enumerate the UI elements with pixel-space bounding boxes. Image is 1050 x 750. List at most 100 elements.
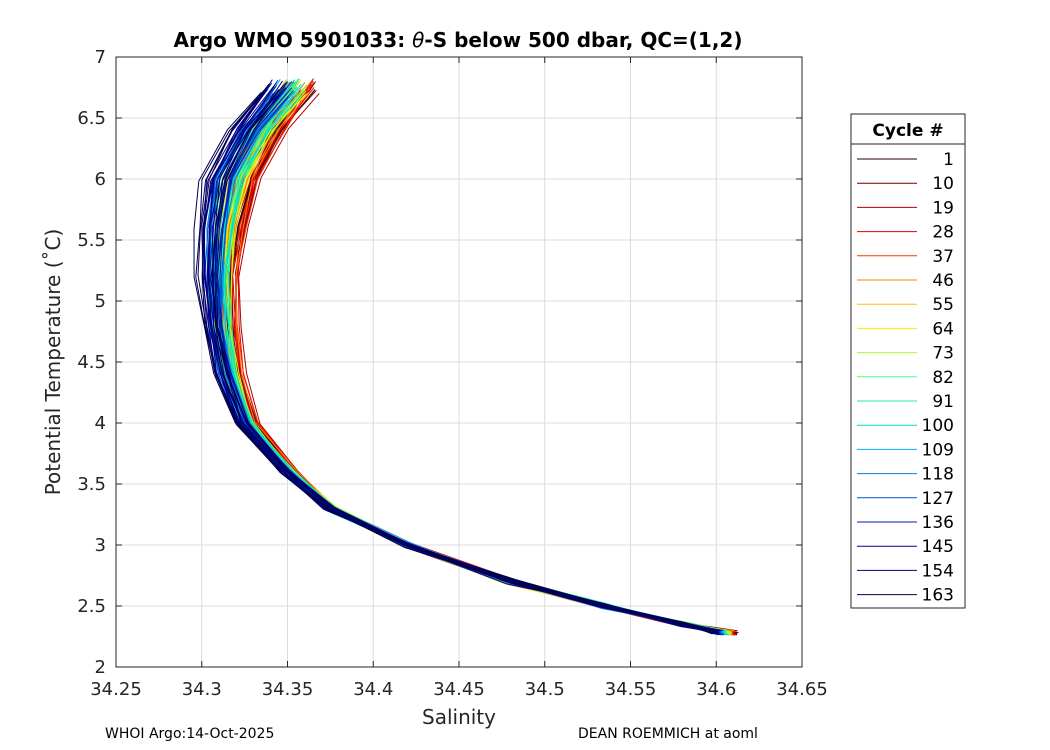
cycle-curve [220, 93, 733, 634]
chart-title: Argo WMO 5901033: θ-S below 500 dbar, QC… [174, 28, 743, 52]
legend-label-28: 28 [932, 223, 954, 243]
x-tick-label: 34.5 [525, 679, 565, 700]
cycle-curve [216, 81, 727, 636]
cycle-curve [219, 87, 724, 636]
cycle-curve [230, 92, 732, 635]
y-axis-label: Potential Temperature (˚C) [41, 229, 65, 496]
cycle-curve [219, 81, 732, 635]
cycle-curve [233, 90, 738, 632]
y-tick-label: 3.5 [77, 474, 106, 495]
cycle-curve [235, 82, 737, 632]
cycle-curve [221, 85, 733, 636]
legend-label-82: 82 [932, 368, 954, 388]
legend-label-136: 136 [922, 513, 954, 533]
cycle-curve [206, 96, 718, 636]
cycle-curve [230, 84, 738, 636]
cycle-curve [223, 95, 734, 635]
cycle-curve [215, 90, 726, 632]
cycle-curve [223, 78, 729, 634]
cycle-curve [215, 84, 727, 636]
cycle-curve [230, 80, 734, 634]
cycle-curve [221, 82, 732, 636]
cycle-curve [228, 85, 736, 633]
cycle-curve [215, 80, 722, 634]
cycle-curve [211, 94, 717, 633]
cycle-curve [214, 82, 720, 635]
legend-label-127: 127 [922, 489, 954, 509]
cycle-curve [218, 81, 726, 633]
cycle-curve [207, 95, 723, 631]
cycle-curve [214, 86, 722, 632]
legend-label-1: 1 [943, 150, 954, 170]
axis-ticks: 34.25 34.3 34.35 34.4 34.45 34.5 34.55 34.6 34.6… [77, 47, 827, 700]
cycle-curve [238, 93, 736, 636]
cycle-curve [218, 80, 729, 636]
cycle-curve [218, 87, 728, 634]
legend-label-55: 55 [932, 295, 954, 315]
y-tick-label: 5.5 [77, 230, 106, 251]
legend-label-73: 73 [932, 344, 954, 364]
legend-title: Cycle # [872, 121, 943, 141]
cycle-curve [225, 94, 726, 632]
cycle-curve [201, 89, 716, 632]
cycle-curve [211, 93, 727, 632]
cycle-curve [211, 88, 723, 634]
cycle-curve [193, 92, 716, 635]
cycle-curve [223, 92, 732, 634]
cycle-curve [213, 94, 724, 632]
cycle-curve [223, 78, 728, 632]
x-tick-label: 34.3 [182, 679, 222, 700]
x-tick-label: 34.65 [776, 679, 828, 700]
cycle-curve [221, 79, 726, 635]
x-tick-label: 34.45 [433, 679, 485, 700]
cycle-curve [208, 85, 721, 632]
legend-box [850, 113, 966, 609]
cycle-curve [197, 89, 715, 631]
legend-label-64: 64 [932, 319, 954, 339]
cycle-curve [203, 79, 720, 633]
y-tick-label: 7 [95, 47, 106, 68]
cycle-curve [218, 92, 729, 636]
cycle-curve [218, 81, 726, 633]
y-tick-label: 3 [95, 535, 106, 556]
cycle-curve [216, 87, 726, 633]
cycle-curve [234, 89, 738, 634]
cycle-curve [221, 83, 731, 633]
cycle-curve [204, 92, 718, 634]
x-tick-label: 34.55 [605, 679, 657, 700]
cycle-curve [221, 86, 724, 632]
cycle-curve [222, 83, 729, 636]
cycle-curve [227, 84, 726, 632]
y-tick-label: 4.5 [77, 352, 106, 373]
cycle-curve [225, 89, 729, 632]
chart-title-prefix: Argo WMO 5901033: [174, 28, 413, 52]
cycle-curve [210, 88, 727, 635]
cycle-curve [220, 82, 726, 635]
cycle-curve [220, 87, 730, 632]
cycle-curve [229, 87, 735, 631]
legend-label-118: 118 [922, 465, 954, 485]
cycle-curve [201, 83, 715, 633]
cycle-curve [214, 87, 720, 636]
y-tick-label: 6.5 [77, 108, 106, 129]
y-tick-label: 6 [95, 169, 106, 190]
cycle-curve [216, 81, 720, 635]
cycle-curve [208, 94, 720, 634]
cycle-curve [214, 79, 729, 633]
cycle-curve [226, 84, 732, 635]
x-tick-label: 34.25 [90, 679, 142, 700]
cycle-curve [212, 80, 719, 633]
x-tick-label: 34.4 [353, 679, 393, 700]
legend-label-37: 37 [932, 247, 954, 267]
cycle-curve [213, 79, 723, 633]
legend-label-10: 10 [932, 174, 954, 194]
cycle-curve [227, 94, 729, 633]
chart-title-suffix: -S below 500 dbar, QC=(1,2) [424, 28, 742, 52]
y-tick-label: 2.5 [77, 596, 106, 617]
cycle-curve [237, 82, 737, 635]
cycle-curve [235, 81, 739, 634]
footer-right: DEAN ROEMMICH at aoml [578, 726, 758, 742]
y-tick-label: 5 [95, 291, 106, 312]
y-tick-label: 4 [95, 413, 106, 434]
